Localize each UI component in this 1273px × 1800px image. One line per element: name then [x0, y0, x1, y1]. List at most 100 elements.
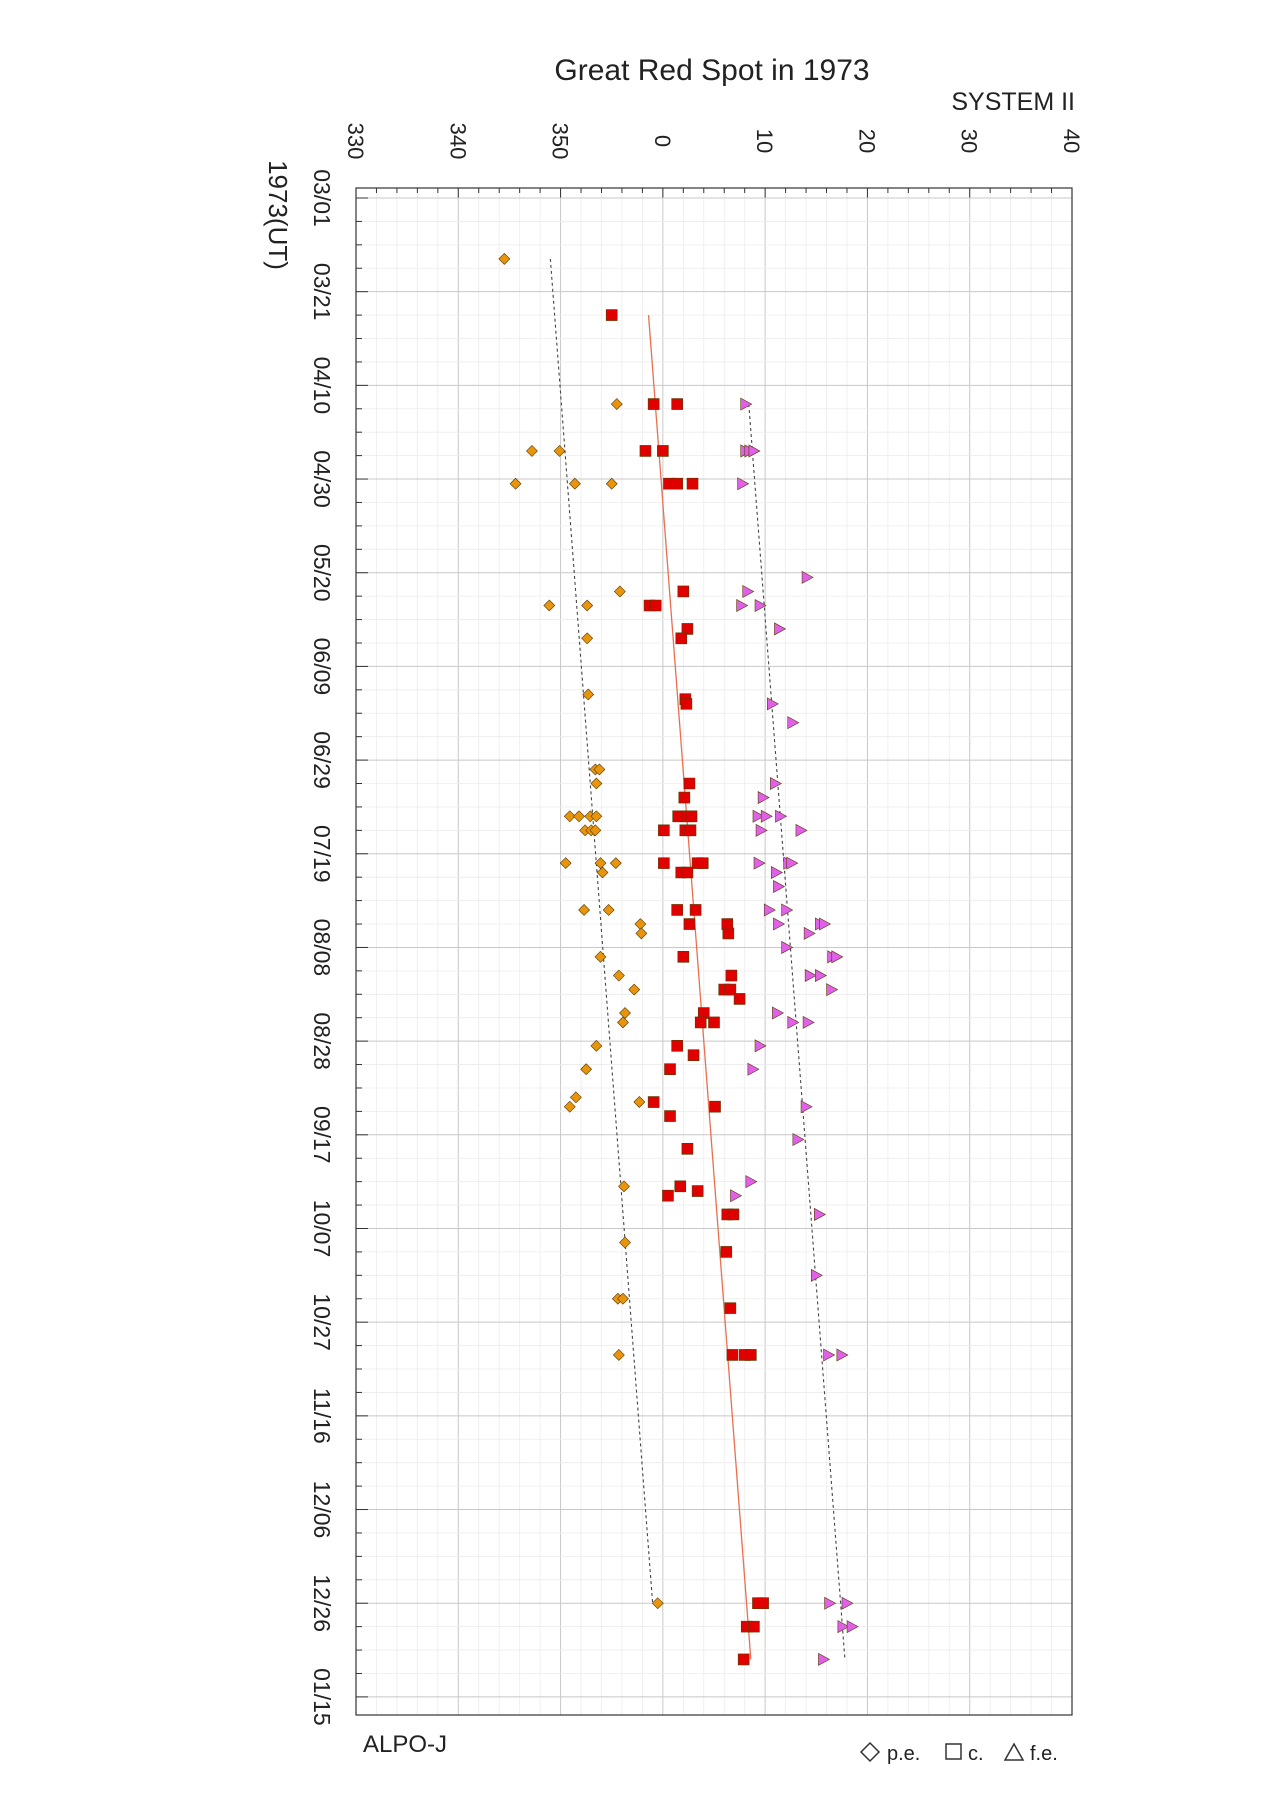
- longitude-tick-label: 0: [650, 135, 675, 147]
- diamond-point: [605, 477, 618, 490]
- diamond-point: [619, 1007, 631, 1019]
- square-point: [691, 1185, 704, 1197]
- trend-line: [549, 258, 654, 1604]
- square-point: [685, 810, 698, 823]
- diamond-point: [578, 904, 591, 916]
- triangle-point: [803, 926, 816, 940]
- diamond-point: [594, 857, 607, 870]
- legend: p.e. c. f.e.: [859, 1741, 1058, 1765]
- diamond-point: [563, 1100, 576, 1113]
- square-point: [686, 477, 699, 490]
- legend-triangle-symbol: [1003, 1742, 1025, 1761]
- diamond-point: [596, 866, 609, 879]
- legend-label-fe: f.e.: [1030, 1743, 1058, 1765]
- diamond-point: [635, 927, 648, 940]
- trend-lines: [549, 258, 846, 1660]
- legend-label-c: c.: [968, 1743, 984, 1765]
- legend-square-symbol: [945, 1743, 962, 1760]
- diamond-point: [651, 1597, 664, 1610]
- date-tick-label: 09/17: [309, 1106, 335, 1164]
- square-point: [708, 1016, 720, 1029]
- diamond-point: [580, 1063, 593, 1076]
- square-point: [727, 1208, 740, 1221]
- square-point: [671, 477, 683, 490]
- plot-frame: [355, 187, 1073, 1716]
- date-tick-label: 06/09: [309, 638, 335, 696]
- square-point: [696, 857, 709, 869]
- triangle-point: [730, 1189, 743, 1203]
- grid: [355, 188, 1073, 1715]
- longitude-tick-label: 340: [445, 123, 470, 160]
- date-tick-label: 01/15: [309, 1668, 335, 1726]
- square-point: [664, 1063, 676, 1076]
- square-point: [671, 904, 683, 916]
- triangle-point: [760, 809, 773, 823]
- date-tick-label: 04/30: [309, 450, 335, 508]
- diamond-point: [590, 810, 603, 823]
- triangle-point: [787, 1015, 800, 1029]
- diamond-point: [582, 688, 595, 701]
- square-point: [671, 1040, 683, 1052]
- square-point: [647, 1096, 660, 1108]
- diamond-point: [543, 599, 556, 612]
- square-point: [675, 632, 688, 645]
- square-point: [757, 1597, 769, 1610]
- triangle-point: [818, 1652, 831, 1666]
- date-tick-label: 10/27: [309, 1293, 335, 1351]
- legend-diamond-symbol: [859, 1741, 881, 1763]
- diamond-point: [634, 918, 647, 930]
- square-point: [662, 1189, 674, 1202]
- triangle-point: [826, 983, 839, 997]
- triangle-point: [837, 1620, 850, 1634]
- diamond-point: [609, 857, 622, 870]
- triangle-point: [747, 1062, 760, 1076]
- date-axis-label: 1973(UT): [263, 160, 293, 270]
- diamond-point: [590, 1039, 603, 1052]
- square-point: [683, 918, 696, 930]
- triangle-point: [740, 397, 753, 411]
- square-point: [720, 1246, 733, 1258]
- square-point: [681, 1143, 694, 1155]
- triangle-point: [824, 1596, 837, 1610]
- square-point: [680, 698, 693, 710]
- triangle-point: [748, 444, 761, 458]
- square-point: [748, 1620, 760, 1633]
- square-point: [722, 927, 735, 940]
- square-point: [649, 599, 662, 612]
- triangle-point: [755, 823, 768, 837]
- square-point: [658, 824, 670, 837]
- date-tick-label: 03/01: [309, 169, 335, 227]
- square-point: [737, 1653, 750, 1666]
- date-tick-label: 04/10: [309, 357, 335, 415]
- date-tick-label: 08/28: [309, 1012, 335, 1070]
- chart-title: Great Red Spot in 1973: [554, 54, 869, 87]
- diamond-point: [619, 1236, 631, 1249]
- diamond-point: [559, 857, 572, 870]
- square-point: [681, 866, 694, 879]
- square-point: [658, 857, 670, 869]
- triangle-point: [823, 1348, 836, 1362]
- date-tick-label: 08/08: [309, 919, 335, 977]
- triangle-point: [804, 969, 817, 983]
- triangle-point: [800, 1100, 813, 1114]
- square-point: [681, 623, 694, 635]
- date-tick-label: 10/07: [309, 1200, 335, 1258]
- date-tick-label: 03/21: [309, 263, 335, 321]
- data-points: [498, 252, 859, 1666]
- diamond-point: [593, 763, 606, 776]
- triangle-point: [754, 1039, 767, 1053]
- date-tick-label: 12/26: [309, 1574, 335, 1632]
- triangle-point: [773, 917, 786, 931]
- diamond-point: [589, 824, 602, 837]
- longitude-tick-label: 30: [957, 129, 982, 153]
- diamond-point: [628, 983, 641, 996]
- date-tick-labels: 03/01 03/21 04/10 04/30 05/20 06/09 06/29 07/19…: [309, 169, 335, 1725]
- square-point: [647, 398, 660, 410]
- triangle-point: [774, 622, 787, 636]
- system-label: SYSTEM II: [951, 88, 1075, 116]
- date-tick-label: 12/06: [309, 1481, 335, 1539]
- legend-label-pe: p.e.: [887, 1743, 920, 1765]
- diamond-point: [617, 1292, 629, 1305]
- triangle-point: [819, 917, 832, 931]
- triangle-point: [771, 865, 784, 880]
